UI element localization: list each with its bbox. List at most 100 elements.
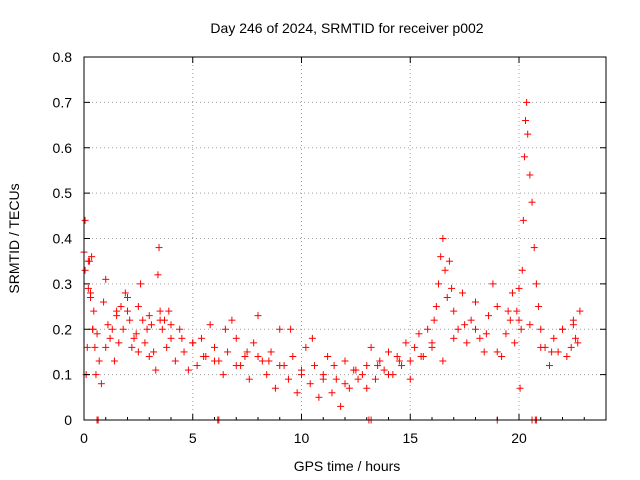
data-point bbox=[563, 352, 571, 360]
y-tick-label: 0.7 bbox=[53, 94, 73, 110]
data-point bbox=[352, 366, 360, 374]
data-point bbox=[415, 330, 423, 338]
data-point bbox=[535, 303, 543, 311]
data-point bbox=[437, 253, 445, 261]
data-point bbox=[526, 171, 534, 179]
data-point bbox=[354, 375, 362, 383]
data-point bbox=[476, 334, 484, 342]
data-point bbox=[485, 312, 493, 320]
data-point bbox=[245, 375, 253, 383]
data-point bbox=[124, 293, 131, 301]
data-point bbox=[87, 289, 95, 297]
data-point bbox=[545, 362, 553, 370]
data-point bbox=[517, 325, 525, 333]
data-point bbox=[265, 357, 273, 365]
data-point bbox=[493, 303, 501, 311]
data-point bbox=[102, 275, 110, 283]
data-point bbox=[189, 339, 197, 347]
data-point bbox=[511, 339, 519, 347]
data-point bbox=[502, 330, 510, 338]
y-tick-label: 0.8 bbox=[53, 49, 73, 65]
data-point bbox=[121, 289, 129, 297]
data-point bbox=[287, 325, 295, 333]
data-point bbox=[232, 362, 240, 370]
y-tick-label: 0.6 bbox=[53, 140, 73, 156]
data-point bbox=[526, 321, 534, 329]
data-point bbox=[450, 334, 458, 342]
data-point bbox=[224, 348, 232, 356]
data-point bbox=[506, 316, 514, 324]
data-point bbox=[559, 325, 566, 333]
data-point bbox=[211, 357, 218, 365]
axis-ticks bbox=[83, 56, 606, 421]
data-point bbox=[102, 343, 110, 351]
data-point bbox=[258, 357, 266, 365]
data-point bbox=[289, 352, 297, 360]
data-point bbox=[134, 303, 142, 311]
data-point bbox=[88, 253, 96, 261]
data-point bbox=[232, 334, 240, 342]
data-point bbox=[480, 348, 488, 356]
data-point bbox=[554, 348, 562, 356]
data-point bbox=[147, 321, 155, 329]
data-point bbox=[308, 334, 316, 342]
data-point bbox=[108, 325, 116, 333]
data-point bbox=[178, 334, 186, 342]
x-axis-label: GPS time / hours bbox=[294, 458, 401, 474]
data-point bbox=[145, 312, 153, 320]
y-tick-label: 0 bbox=[64, 412, 72, 428]
data-point bbox=[528, 198, 536, 206]
data-point bbox=[522, 117, 530, 125]
data-point bbox=[376, 357, 384, 365]
data-point bbox=[228, 316, 236, 324]
data-point bbox=[380, 366, 388, 374]
data-point bbox=[504, 307, 512, 315]
data-point bbox=[385, 348, 392, 356]
data-point bbox=[432, 303, 440, 311]
data-point bbox=[89, 325, 97, 333]
data-point bbox=[358, 371, 366, 379]
data-point bbox=[402, 339, 410, 347]
data-point bbox=[93, 330, 101, 338]
data-point bbox=[156, 307, 164, 315]
data-point bbox=[293, 389, 301, 397]
data-point bbox=[145, 352, 153, 360]
data-point bbox=[424, 325, 432, 333]
data-point bbox=[306, 380, 314, 388]
data-point bbox=[498, 352, 506, 360]
data-point bbox=[374, 362, 382, 370]
data-point bbox=[445, 257, 453, 265]
data-point bbox=[516, 384, 524, 392]
data-point bbox=[515, 316, 523, 324]
data-point bbox=[180, 348, 188, 356]
data-point bbox=[520, 153, 528, 161]
data-point bbox=[463, 339, 471, 347]
data-point bbox=[302, 343, 310, 351]
data-point bbox=[411, 343, 419, 351]
data-point bbox=[489, 280, 497, 288]
data-point bbox=[130, 334, 138, 342]
data-point bbox=[367, 343, 375, 351]
data-point bbox=[472, 325, 479, 333]
data-point bbox=[311, 362, 319, 370]
data-point bbox=[81, 266, 89, 274]
data-point bbox=[154, 271, 162, 279]
data-point bbox=[532, 280, 540, 288]
data-point bbox=[143, 325, 151, 333]
data-point bbox=[110, 357, 118, 365]
data-point bbox=[184, 366, 192, 374]
data-point bbox=[435, 280, 443, 288]
data-point bbox=[83, 343, 91, 351]
y-tick-label: 0.1 bbox=[53, 367, 73, 383]
data-point bbox=[363, 362, 371, 370]
data-point bbox=[406, 357, 414, 365]
data-point bbox=[81, 216, 89, 224]
data-point bbox=[537, 343, 545, 351]
data-point bbox=[330, 362, 338, 370]
data-point bbox=[171, 357, 179, 365]
data-point bbox=[141, 339, 149, 347]
data-point bbox=[345, 384, 353, 392]
data-point bbox=[576, 307, 584, 315]
data-point bbox=[406, 375, 414, 383]
